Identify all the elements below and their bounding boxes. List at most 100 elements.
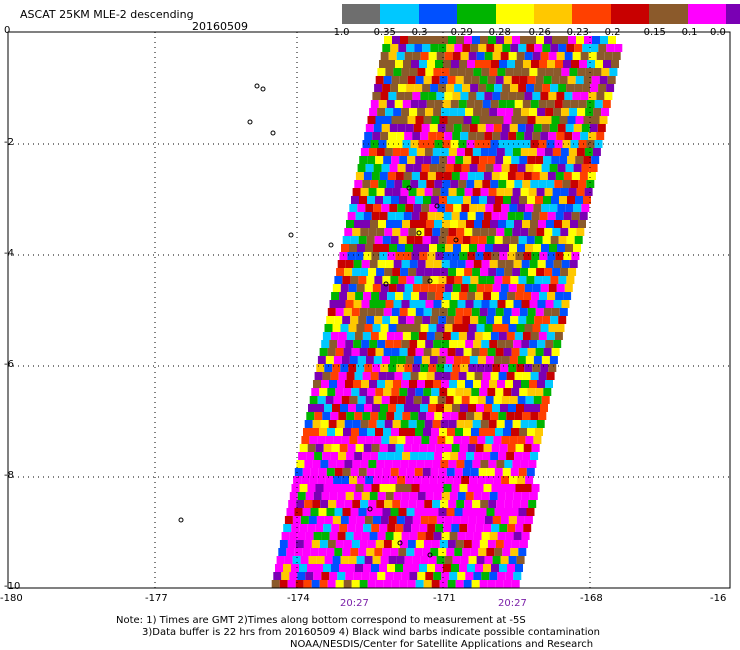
swath-cell (411, 524, 420, 532)
swath-cell (494, 236, 503, 244)
swath-cell (378, 372, 387, 380)
swath-cell (380, 516, 389, 524)
swath-cell (462, 508, 471, 516)
swath-cell (547, 252, 556, 260)
swath-cell (415, 196, 423, 204)
swath-cell (515, 564, 523, 572)
swath-cell (337, 300, 346, 308)
swath-cell (355, 252, 364, 260)
swath-cell (522, 372, 531, 380)
swath-cell (497, 572, 506, 580)
swath-cell (448, 228, 457, 236)
swath-cell (375, 428, 383, 436)
swath-cell (517, 204, 526, 212)
swath-cell (455, 156, 464, 164)
swath-cell (367, 388, 376, 396)
swath-cell (470, 44, 479, 52)
swath-cell (318, 508, 327, 516)
swath-cell (324, 556, 333, 564)
swath-cell (426, 372, 435, 380)
swath-cell (360, 420, 369, 428)
swath-cell (552, 268, 561, 276)
island-outline (427, 552, 433, 558)
swath-cell (547, 60, 555, 68)
swath-cell (462, 316, 471, 324)
swath-cell (545, 380, 553, 388)
swath-cell (291, 524, 300, 532)
swath-cell (446, 316, 455, 324)
swath-cell (433, 300, 442, 308)
swath-cell (351, 308, 360, 316)
swath-cell (540, 92, 549, 100)
swath-cell (530, 372, 539, 380)
swath-cell (374, 468, 383, 476)
swath-cell (415, 156, 424, 164)
swath-cell (387, 60, 395, 68)
swath-cell (396, 556, 405, 564)
swath-cell (578, 140, 587, 148)
colorbar-swatch (534, 4, 573, 24)
swath-cell (433, 532, 442, 540)
swath-cell (429, 204, 438, 212)
swath-cell (395, 524, 404, 532)
swath-cell (488, 188, 497, 196)
swath-cell (436, 132, 445, 140)
swath-cell (418, 220, 426, 228)
swath-cell (342, 508, 351, 516)
swath-cell (356, 284, 365, 292)
swath-cell (376, 148, 385, 156)
swath-cell (601, 108, 610, 116)
swath-cell (534, 44, 543, 52)
swath-cell (432, 268, 441, 276)
swath-cell (497, 532, 506, 540)
swath-cell (387, 252, 396, 260)
swath-cell (304, 500, 313, 508)
swath-cell (396, 92, 405, 100)
swath-cell (401, 492, 410, 500)
swath-cell (389, 476, 398, 484)
swath-cell (541, 204, 550, 212)
swath-cell (331, 444, 340, 452)
swath-cell (499, 444, 508, 452)
swath-cell (459, 292, 468, 300)
colorbar-tick-label: -0.28 (485, 27, 511, 38)
swath-cell (469, 164, 478, 172)
swath-cell (522, 452, 531, 460)
swath-cell (518, 316, 527, 324)
swath-cell (429, 356, 438, 364)
swath-cell (503, 116, 512, 124)
swath-cell (304, 420, 313, 428)
swath-cell (312, 500, 321, 508)
swath-cell (522, 180, 531, 188)
swath-cell (375, 196, 383, 204)
swath-cell (370, 412, 379, 420)
swath-cell (561, 68, 570, 76)
swath-cell (507, 444, 516, 452)
swath-cell (433, 260, 442, 268)
swath-cell (368, 228, 377, 236)
swath-cell (569, 260, 578, 268)
swath-cell (318, 548, 327, 556)
swath-cell (378, 332, 387, 340)
swath-cell (454, 84, 463, 92)
swath-cell (311, 428, 319, 436)
swath-cell (525, 244, 533, 252)
swath-cell (325, 476, 334, 484)
swath-cell (565, 204, 574, 212)
swath-cell (333, 356, 342, 364)
swath-cell (525, 396, 534, 404)
swath-cell (376, 460, 385, 468)
swath-cell (386, 332, 395, 340)
swath-cell (523, 252, 532, 260)
swath-cell (342, 236, 351, 244)
swath-cell (489, 340, 498, 348)
swath-cell (487, 156, 496, 164)
swath-cell (575, 156, 584, 164)
swath-cell (394, 180, 403, 188)
swath-cell (489, 572, 498, 580)
swath-cell (403, 172, 412, 180)
swath-cell (461, 356, 470, 364)
swath-cell (568, 36, 576, 44)
swath-cell (523, 484, 532, 492)
swath-cell (364, 556, 373, 564)
